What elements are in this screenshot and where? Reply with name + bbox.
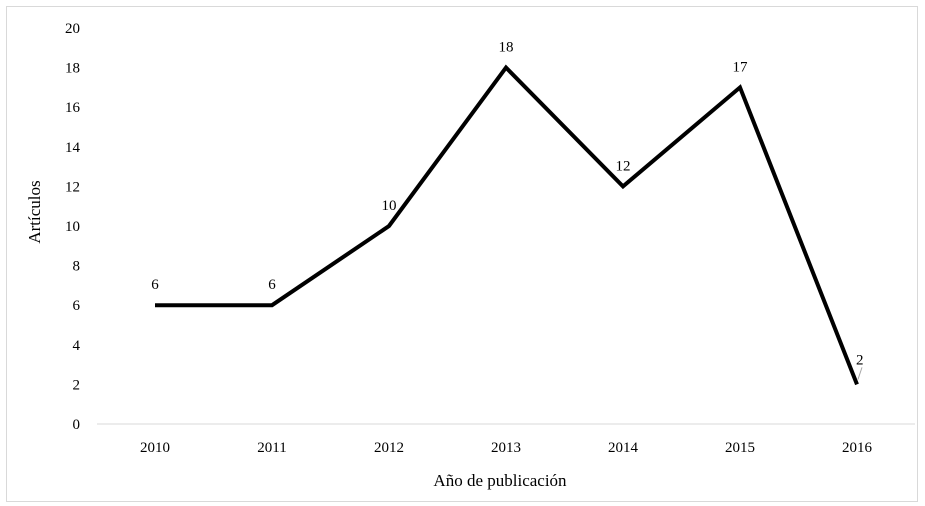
data-label: 10 (382, 198, 397, 214)
x-tick-label: 2015 (725, 440, 755, 456)
x-tick-label: 2014 (608, 440, 639, 456)
data-label: 17 (733, 59, 749, 75)
y-tick-labels: 0 2 4 6 8 10 12 14 16 18 20 (65, 21, 81, 433)
y-tick-label: 12 (65, 179, 80, 195)
y-tick-label: 0 (73, 417, 81, 433)
series-line (155, 64, 859, 386)
y-tick-label: 10 (65, 219, 80, 235)
y-tick-label: 2 (73, 377, 81, 393)
x-axis-title: Año de publicación (433, 471, 567, 490)
x-tick-label: 2010 (140, 440, 170, 456)
y-tick-label: 20 (65, 21, 80, 37)
y-tick-label: 8 (73, 259, 81, 275)
data-label: 6 (151, 277, 159, 293)
chart-frame (6, 6, 918, 502)
y-tick-label: 6 (73, 298, 81, 314)
y-axis-title: Artículos (25, 180, 44, 243)
x-tick-label: 2011 (257, 440, 286, 456)
data-label: 12 (616, 158, 631, 174)
x-tick-label: 2013 (491, 440, 521, 456)
y-tick-label: 18 (65, 61, 80, 77)
x-tick-labels: 2010 2011 2012 2013 2014 2015 2016 (140, 440, 873, 456)
data-label: 18 (499, 40, 514, 56)
data-label: 6 (268, 277, 276, 293)
y-tick-label: 16 (65, 100, 81, 116)
data-labels: 6 6 10 18 12 17 2 (151, 40, 864, 380)
data-label: 2 (856, 352, 864, 368)
data-label-leader (857, 367, 863, 380)
x-tick-label: 2016 (842, 440, 873, 456)
y-tick-label: 14 (65, 140, 81, 156)
y-tick-label: 4 (73, 338, 81, 354)
x-tick-label: 2012 (374, 440, 404, 456)
